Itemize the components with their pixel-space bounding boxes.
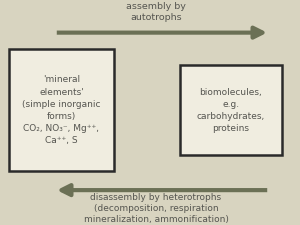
- Text: disassembly by heterotrophs
(decomposition, respiration
mineralization, ammonifi: disassembly by heterotrophs (decompositi…: [84, 193, 228, 224]
- Text: 'mineral
elements'
(simple inorganic
forms)
CO₂, NO₃⁻, Mg⁺⁺,
Ca⁺⁺, S: 'mineral elements' (simple inorganic for…: [22, 75, 101, 145]
- Text: biomolecules,
e.g.
carbohydrates,
proteins: biomolecules, e.g. carbohydrates, protei…: [197, 88, 265, 133]
- Bar: [9, 50, 114, 171]
- Text: assembly by
autotrophs: assembly by autotrophs: [126, 2, 186, 23]
- Bar: [180, 65, 282, 155]
